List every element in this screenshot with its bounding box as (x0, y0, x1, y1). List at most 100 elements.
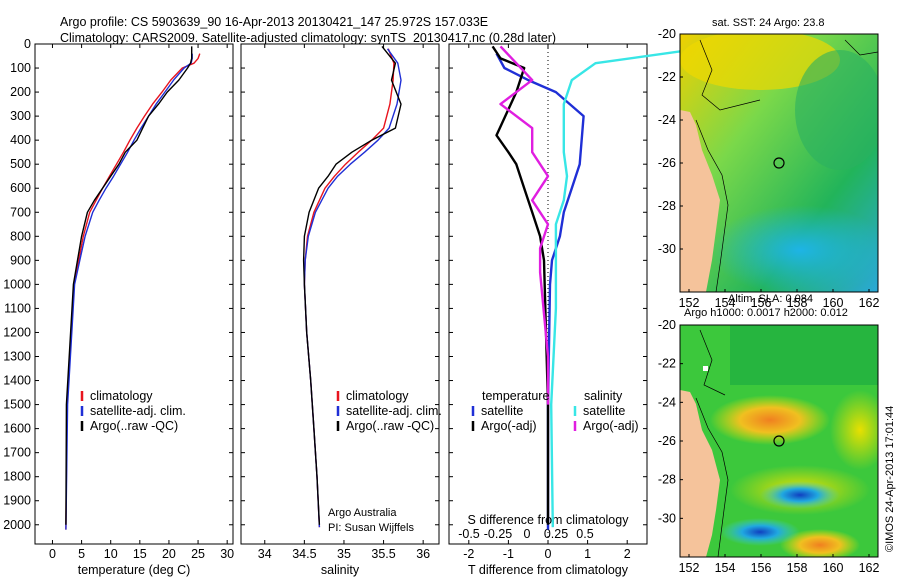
map-lat-label: -22 (658, 70, 676, 84)
depth-tick-label: 1200 (3, 325, 31, 339)
imos-watermark: ©IMOS 24-Apr-2013 17:01:44 (884, 406, 896, 552)
salinity-profile-series-satellite-adj-clim- (303, 48, 402, 528)
salinity-profile-frame (240, 43, 440, 545)
depth-tick-label: 600 (10, 181, 31, 195)
depth-tick-label: 1800 (3, 470, 31, 484)
sst-map-title: sat. SST: 24 Argo: 23.8 (712, 17, 825, 29)
map-lat-label: -22 (658, 357, 676, 371)
salinity-diff-tick-label: 0.5 (576, 527, 593, 541)
depth-tick-label: 1600 (3, 422, 31, 436)
sla-map-panel: Altim. SLA: 0.084 Argo h1000: 0.0017 h20… (658, 293, 880, 575)
x-tick-label: 5 (78, 547, 85, 561)
salinity-diff-tick-label: -0.5 (458, 527, 480, 541)
salinity-profile-xlabel: salinity (321, 563, 360, 577)
difference-profile-series-salinity-satellite (550, 47, 699, 528)
sst-argo-location-marker (773, 157, 785, 169)
depth-tick-label: 1700 (3, 446, 31, 460)
map-lon-label: 158 (787, 296, 808, 310)
sla-map-axes: 152 154 156 158 160 162 -20 -22 -24 -26 -28 -30 (658, 318, 880, 575)
difference-profile-series-temperature-satellite (495, 53, 585, 530)
salinity-diff-tick-label: 0.25 (544, 527, 568, 541)
map-lat-label: -30 (658, 511, 676, 525)
depth-tick-label: 1400 (3, 374, 31, 388)
map-lat-label: -20 (658, 318, 676, 332)
x-tick-label: 2 (624, 547, 631, 561)
difference-profile-series-salinity-argo-adj- (499, 45, 550, 405)
depth-tick-label: 200 (10, 85, 31, 99)
map-lat-label: -26 (658, 434, 676, 448)
x-tick-label: 15 (133, 547, 147, 561)
sla-map-title: Altim. SLA: 0.084 (728, 293, 813, 305)
map-lat-label: -24 (658, 113, 676, 127)
depth-tick-label: 1100 (4, 301, 31, 315)
sla-map-field (680, 325, 878, 557)
x-tick-label: 10 (104, 547, 118, 561)
map-lon-label: 162 (859, 561, 880, 575)
depth-tick-label: 2000 (3, 518, 31, 532)
diff-legend-temp-label: satellite (481, 404, 523, 418)
diff-legend-sal-label: satellite (583, 404, 625, 418)
x-tick-label: 25 (191, 547, 205, 561)
map-lon-label: 152 (679, 296, 700, 310)
figure-title-line2: Climatology: CARS2009. Satellite-adjuste… (60, 31, 556, 45)
sst-map-panel: sat. SST: 24 Argo: 23.8 152 154 156 158 160 1… (658, 17, 880, 310)
sst-map-axes: 152 154 156 158 160 162 -20 -22 -24 -26 -28 -30 (658, 27, 880, 310)
x-tick-label: -1 (503, 547, 514, 561)
map-lon-label: 158 (787, 561, 808, 575)
map-lat-label: -20 (658, 27, 676, 41)
temperature-profile-series-climatology (65, 53, 201, 530)
legend-label-1: satellite-adj. clim. (90, 404, 186, 418)
salinity-profile-series-argo-raw-qc- (302, 45, 402, 525)
difference-profile-xlabel: T difference from climatology (468, 563, 629, 577)
credit-pi: PI: Susan Wijffels (328, 522, 414, 534)
salinity-diff-tick-label: -0.25 (484, 527, 513, 541)
legend-label-2: Argo(..raw -QC) (346, 419, 434, 433)
salinity-diff-tick-label: 0 (524, 527, 531, 541)
x-tick-label: 0 (545, 547, 552, 561)
legend-label-1: satellite-adj. clim. (346, 404, 442, 418)
temperature-profile-panel: 0 5 10 15 20 25 300100200300400500600700800900… (3, 37, 234, 577)
map-lon-label: 160 (823, 561, 844, 575)
depth-tick-label: 400 (10, 133, 31, 147)
x-tick-label: 20 (162, 547, 176, 561)
depth-tick-label: 300 (10, 109, 31, 123)
map-lat-label: -30 (658, 242, 676, 256)
temperature-profile-series-satellite-adj-clim- (65, 53, 193, 530)
map-lon-label: 154 (715, 296, 736, 310)
diff-legend-sal-label: Argo(-adj) (583, 419, 639, 433)
map-lon-label: 160 (823, 296, 844, 310)
temperature-profile-series-argo-raw-qc- (65, 46, 193, 525)
legend-label-0: climatology (90, 389, 153, 403)
depth-tick-label: 0 (24, 37, 31, 51)
x-tick-label: 1 (584, 547, 591, 561)
map-lat-label: -24 (658, 395, 676, 409)
map-lon-label: 162 (859, 296, 880, 310)
x-tick-label: 34.5 (292, 547, 316, 561)
sla-argo-location-marker (773, 435, 785, 447)
diff-legend-temp-label: Argo(-adj) (481, 419, 537, 433)
x-tick-label: 30 (220, 547, 234, 561)
x-tick-label: 35.5 (371, 547, 395, 561)
depth-tick-label: 100 (10, 61, 31, 75)
depth-tick-label: 900 (10, 253, 31, 267)
depth-tick-label: 1000 (3, 277, 31, 291)
x-tick-label: 35 (337, 547, 351, 561)
map-lon-label: 156 (751, 296, 772, 310)
sst-map-field (680, 34, 878, 292)
salinity-profile-panel: 34 34.5 35 35.5 36 salinity (240, 43, 440, 577)
x-tick-label: -2 (463, 547, 474, 561)
x-tick-label: 34 (258, 547, 272, 561)
temperature-profile-xlabel: temperature (deg C) (78, 563, 191, 577)
difference-profile-series-temperature-argo-adj- (491, 45, 550, 525)
legend-label-0: climatology (346, 389, 409, 403)
depth-tick-label: 1900 (3, 494, 31, 508)
credit-org: Argo Australia (328, 507, 397, 519)
map-lon-label: 154 (715, 561, 736, 575)
depth-tick-label: 500 (10, 157, 31, 171)
map-lat-label: -28 (658, 199, 676, 213)
depth-tick-label: 800 (10, 229, 31, 243)
